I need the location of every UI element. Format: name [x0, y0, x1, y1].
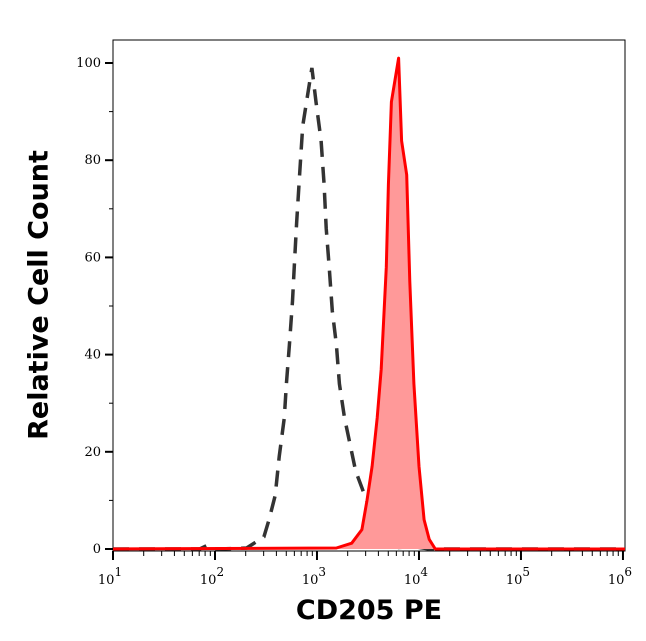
x-tick-label: 101 [98, 565, 122, 588]
y-axis-label: Relative Cell Count [24, 150, 55, 440]
y-tick-label: 40 [84, 348, 101, 363]
control-series-line [113, 67, 625, 551]
x-axis-label: CD205 PE [296, 595, 442, 626]
x-tick-label: 105 [506, 565, 530, 588]
y-tick-label: 80 [84, 153, 101, 168]
x-tick-label: 104 [404, 565, 429, 588]
x-tick-label: 103 [302, 565, 326, 588]
y-tick-label: 60 [84, 250, 101, 265]
x-tick-label: 102 [200, 565, 224, 588]
axis-layer: 0 20 40 60 80 100 101 102 103 104 105 106 [76, 56, 632, 588]
stained-series-line [112, 56, 625, 551]
y-tick-label: 0 [93, 542, 101, 557]
plot-frame [112, 39, 626, 552]
y-tick-label: 20 [84, 445, 101, 460]
x-tick-label: 106 [608, 565, 632, 588]
series-layer [112, 56, 625, 551]
y-tick-label: 100 [76, 56, 101, 71]
stained-fill-area [113, 58, 625, 549]
